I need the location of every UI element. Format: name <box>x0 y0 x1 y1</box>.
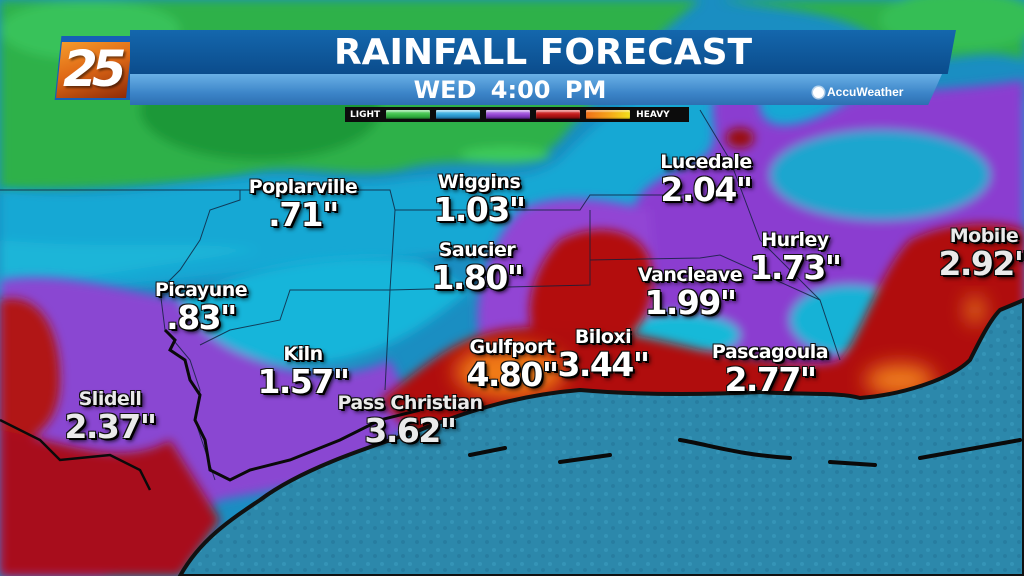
location-pascagoula: Pascagoula 2.77" <box>711 341 829 399</box>
intensity-legend: LIGHT HEAVY <box>345 107 689 122</box>
city-name: Mobile <box>949 225 1019 247</box>
rain-amount: .71" <box>268 195 339 234</box>
banner-title-bar <box>130 30 956 74</box>
location-slidell: Slidell 2.37" <box>64 388 157 446</box>
city-name: Lucedale <box>660 151 752 173</box>
location-mobile: Mobile 2.92" <box>938 225 1024 283</box>
rain-amount: 2.77" <box>724 360 817 399</box>
location-poplarville: Poplarville .71" <box>248 176 358 234</box>
location-picayune: Picayune .83" <box>154 279 248 337</box>
sun-icon <box>813 86 824 98</box>
rain-amount: 2.92" <box>938 244 1024 283</box>
location-hurley: Hurley 1.73" <box>749 229 842 287</box>
location-biloxi: Biloxi 3.44" <box>557 326 650 384</box>
legend-swatch-blue <box>436 110 481 119</box>
legend-swatch-orange <box>586 110 631 119</box>
rain-amount: 1.99" <box>644 283 737 322</box>
location-lucedale: Lucedale 2.04" <box>660 151 753 209</box>
legend-swatch-green <box>386 110 431 119</box>
banner-subtitle-bar <box>130 74 942 105</box>
rain-zone-max <box>455 296 983 398</box>
legend-swatch-purple <box>486 110 531 119</box>
rain-amount: 1.80" <box>431 258 524 297</box>
logo-channel-number: 25 <box>63 40 127 98</box>
legend-low-label: LIGHT <box>350 109 381 120</box>
location-gulfport: Gulfport 4.80" <box>466 336 559 394</box>
rain-amount: 1.03" <box>433 190 526 229</box>
rain-amount: .83" <box>166 298 237 337</box>
city-name: Slidell <box>78 388 142 410</box>
page-title: RAINFALL FORECAST <box>333 32 753 73</box>
city-name: Vancleave <box>637 264 743 286</box>
location-vancleave: Vancleave 1.99" <box>637 264 743 322</box>
city-name: Picayune <box>154 279 248 301</box>
location-wiggins: Wiggins 1.03" <box>433 171 526 229</box>
header-banner: RAINFALL FORECAST WED 4:00 PM AccuWeathe… <box>130 30 956 105</box>
forecast-time: WED 4:00 PM <box>413 76 607 104</box>
rain-amount: 2.04" <box>660 170 753 209</box>
city-name: Pascagoula <box>711 341 829 363</box>
location-pass-christian: Pass Christian 3.62" <box>337 392 483 450</box>
barrier-islands <box>468 438 1022 467</box>
legend-high-label: HEAVY <box>636 109 670 120</box>
rain-amount: 2.37" <box>64 407 157 446</box>
coastline <box>163 328 421 482</box>
city-name: Pass Christian <box>337 392 483 414</box>
city-name: Wiggins <box>437 171 521 193</box>
rain-amount: 3.44" <box>557 345 650 384</box>
location-kiln: Kiln 1.57" <box>257 343 350 401</box>
city-name: Hurley <box>761 229 829 251</box>
city-name: Biloxi <box>574 326 632 348</box>
rain-amount: 4.80" <box>466 355 559 394</box>
gulf-water <box>177 297 1024 576</box>
rain-amount: 1.57" <box>257 362 350 401</box>
location-saucier: Saucier 1.80" <box>431 239 524 297</box>
city-name: Kiln <box>283 343 323 365</box>
city-name: Saucier <box>438 239 516 261</box>
provider-name: AccuWeather <box>827 85 904 99</box>
city-name: Poplarville <box>248 176 358 198</box>
provider-credit: AccuWeather <box>813 85 903 99</box>
city-name: Gulfport <box>469 336 555 358</box>
rain-amount: 3.62" <box>364 411 457 450</box>
legend-swatch-red <box>536 110 581 119</box>
rain-amount: 1.73" <box>749 248 842 287</box>
boundaries <box>0 109 841 481</box>
